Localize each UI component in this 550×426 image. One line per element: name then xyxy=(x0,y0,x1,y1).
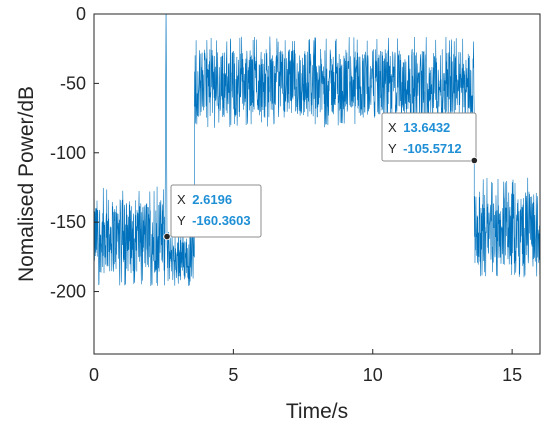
y-tick-label: 0 xyxy=(76,4,86,24)
y-axis-label: Nomalised Power/dB xyxy=(15,86,38,282)
datatip-box xyxy=(170,184,262,238)
datatip[interactable]: X 13.6432 Y -105.5712 xyxy=(381,112,478,165)
datatips: X 2.6196 Y -160.3603 X 13.6432 Y -105.5712 xyxy=(163,112,478,241)
x-tick-label: 0 xyxy=(89,365,99,385)
datatip-y-text: Y -105.5712 xyxy=(388,141,462,156)
datatip-x-text: X 13.6432 xyxy=(388,120,450,135)
y-tick-label: -50 xyxy=(60,73,86,93)
datatip-marker[interactable] xyxy=(163,232,171,241)
series-line xyxy=(94,14,540,354)
datatip-x-text: X 2.6196 xyxy=(177,192,232,207)
x-tick-label: 15 xyxy=(502,365,522,385)
datatip[interactable]: X 2.6196 Y -160.3603 xyxy=(163,184,262,241)
y-tick-label: -200 xyxy=(50,282,86,302)
y-tick-label: -100 xyxy=(50,143,86,163)
x-axis-label: Time/s xyxy=(286,400,348,423)
x-tick-label: 5 xyxy=(228,365,238,385)
x-tick-label: 10 xyxy=(363,365,383,385)
datatip-box xyxy=(381,112,477,162)
y-tick-label: -150 xyxy=(50,212,86,232)
datatip-y-text: Y -160.3603 xyxy=(177,213,251,228)
datatip-marker[interactable] xyxy=(470,156,478,165)
axes-box xyxy=(93,13,541,355)
axis-ticks: 0 5 10 15 0 -50 -100 -150 -200 xyxy=(50,4,522,385)
